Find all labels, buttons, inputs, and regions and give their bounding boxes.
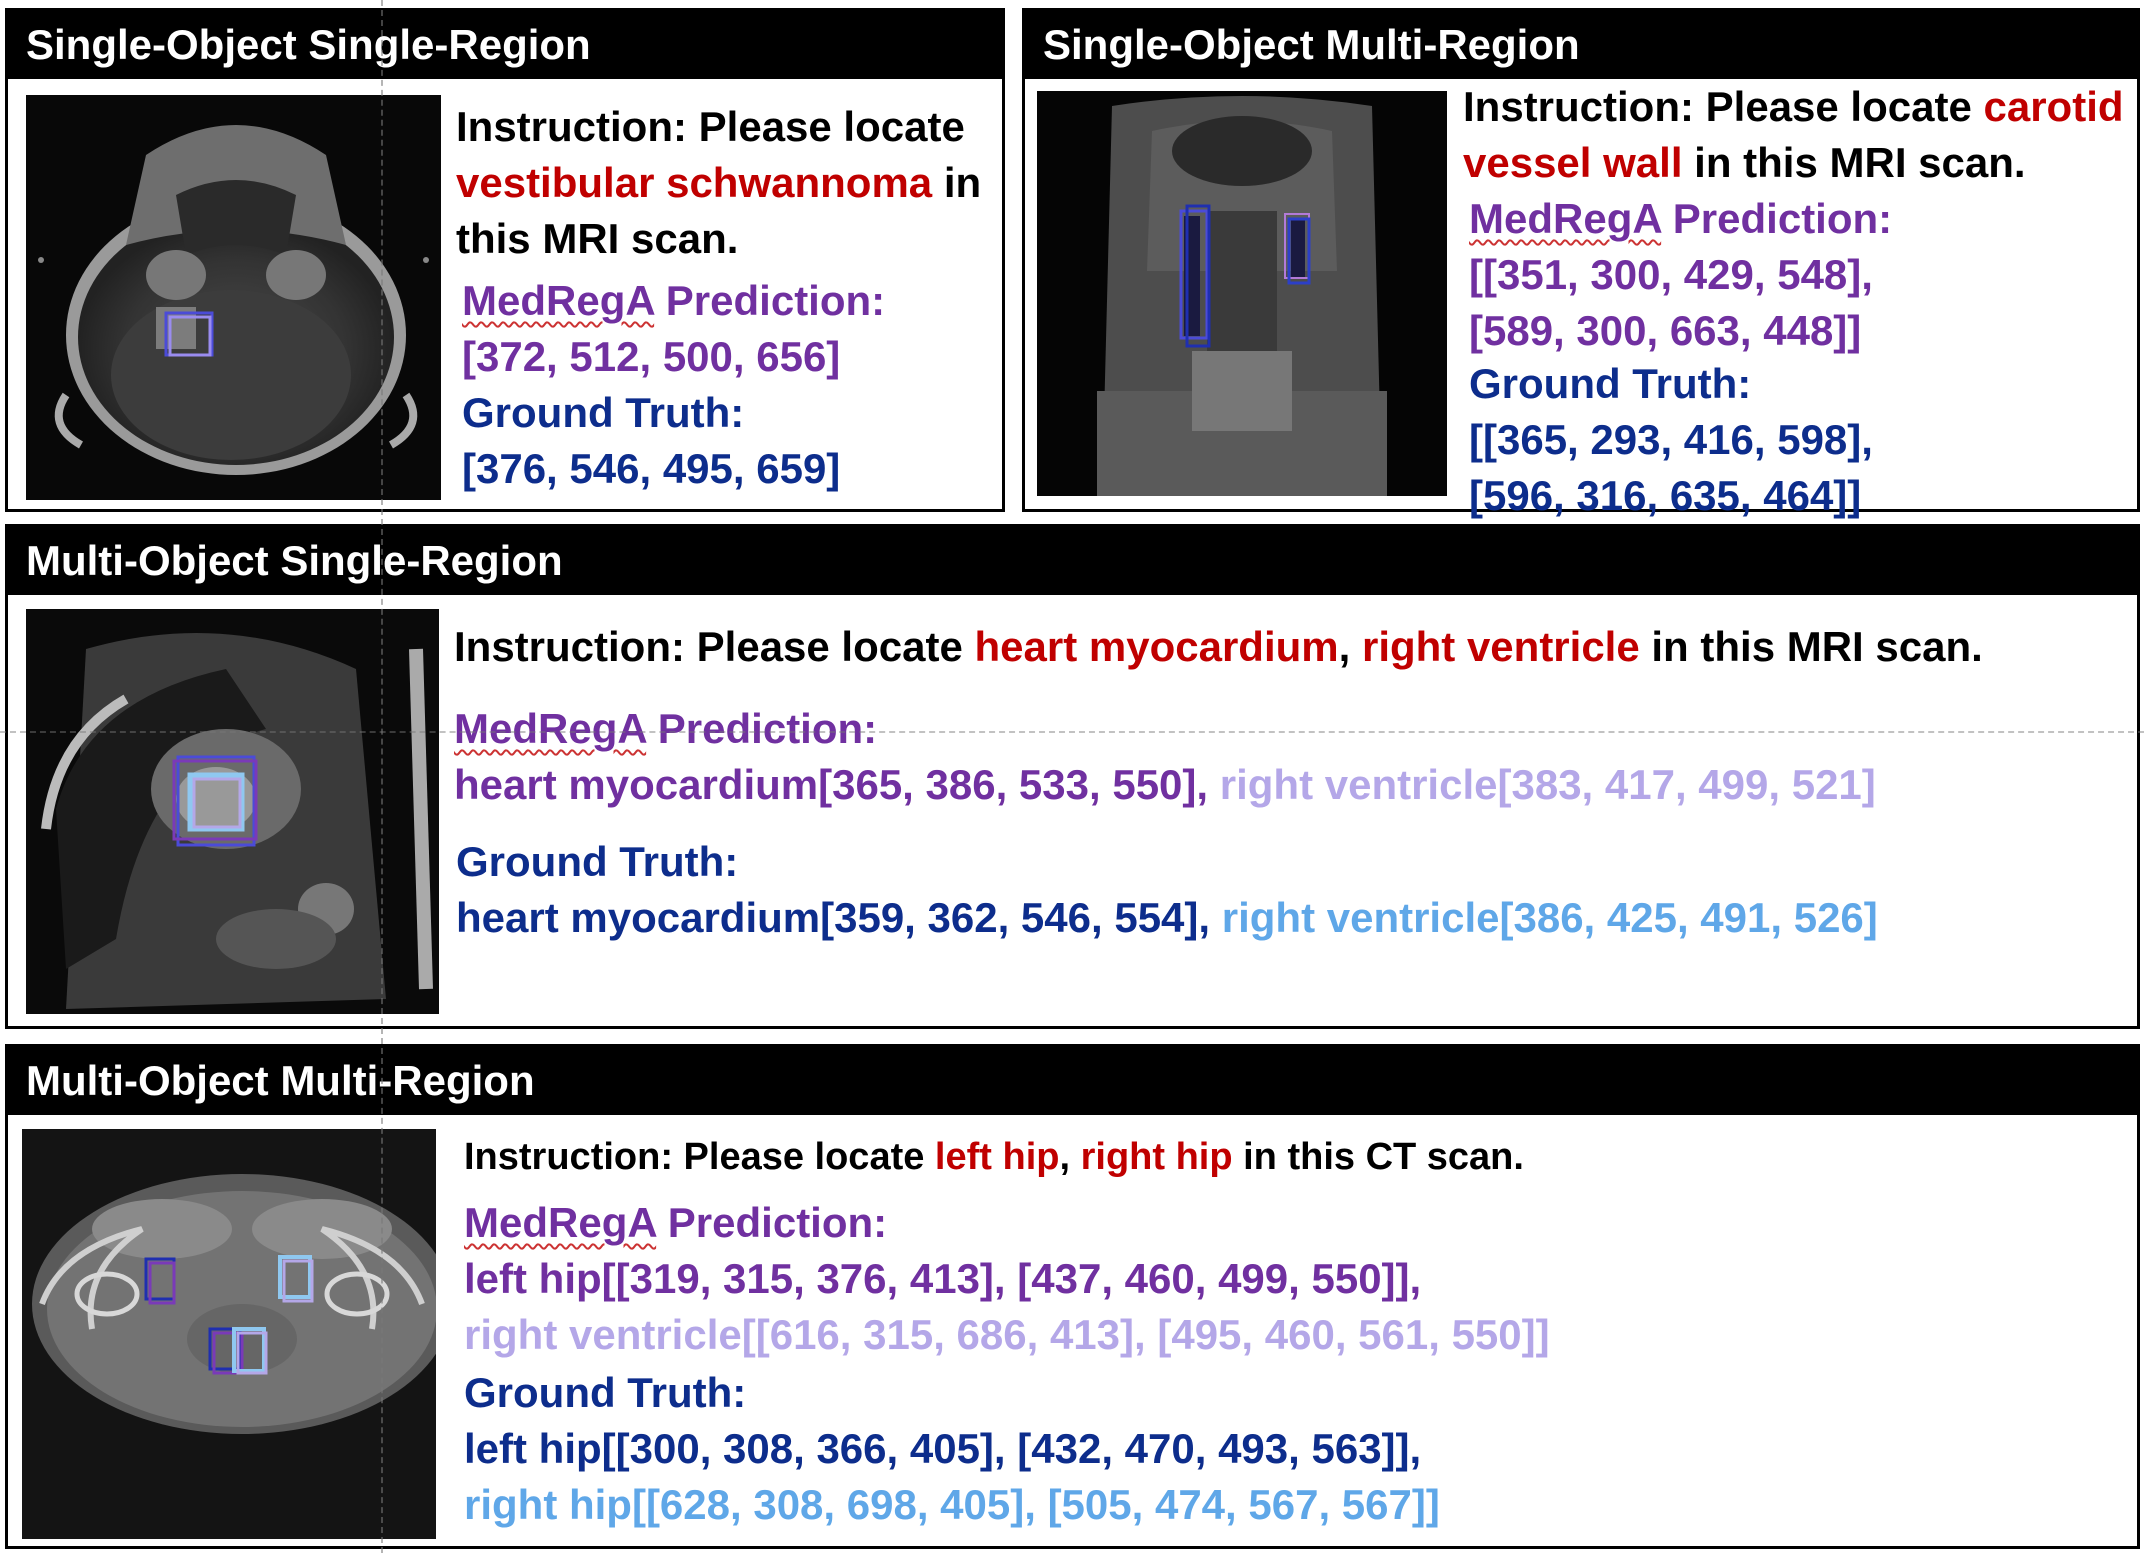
prediction-label-suffix: Prediction: [656,1199,888,1246]
instruction-text: Instruction: Please locate heart myocard… [454,619,1983,675]
text-segment: [589, 300, 663, 448]] [1469,307,1862,354]
panel-multi-object-multi-region: Multi-Object Multi-Region Instruction: P… [5,1044,2140,1549]
text-segment: right ventricle[383, 417, 499, 521] [1219,761,1876,808]
text-segment: Instruction: Please locate [454,623,975,670]
text-segment: left hip[[300, 308, 366, 405], [432, 470… [464,1425,1422,1472]
text-line: right ventricle[[616, 315, 686, 413], [4… [464,1307,1550,1363]
prediction-block: MedRegA Prediction: left hip[[319, 315, 3… [464,1195,1550,1363]
panel-multi-object-single-region: Multi-Object Single-Region Instruction: … [5,524,2140,1029]
text-line: Instruction: Please locate carotid [1463,79,2124,135]
prediction-block: MedRegA Prediction: [[351, 300, 429, 548]… [1469,191,1892,359]
prediction-label: MedRegA Prediction: [454,701,1876,757]
text-segment: [[351, 300, 429, 548], [1469,251,1873,298]
text-line: this MRI scan. [456,211,981,267]
text-line: Instruction: Please locate left hip, rig… [464,1129,1524,1185]
ground-truth-label: Ground Truth: [462,389,745,436]
text-line: [596, 316, 635, 464]] [1469,468,1873,524]
panel-title: Multi-Object Single-Region [8,527,2137,595]
ground-truth-label: Ground Truth: [1469,360,1752,407]
text-segment: in this MRI scan. [1682,139,2026,186]
model-name: MedRegA [464,1199,657,1246]
model-name: MedRegA [1469,195,1662,242]
text-segment: heart myocardium[365, 386, 533, 550], [454,761,1220,808]
text-segment: [376, 546, 495, 659] [462,445,841,492]
text-line: [372, 512, 500, 656] [462,329,885,385]
ground-truth-label: Ground Truth: [464,1369,747,1416]
guide-line-vertical [381,0,383,1553]
ground-truth-block: Ground Truth: [[365, 293, 416, 598], [596,… [1469,356,1873,524]
text-line: vessel wall in this MRI scan. [1463,135,2124,191]
text-segment: Instruction: Please locate [464,1136,935,1178]
instruction-text: Instruction: Please locate carotid vessel… [1463,79,2124,191]
instruction-text: Instruction: Please locate vestibular sc… [456,99,981,267]
text-segment: Instruction: Please locate [456,103,965,150]
prediction-label: MedRegA Prediction: [462,273,885,329]
text-line: [376, 546, 495, 659] [462,441,840,497]
cardiac-mri-icon [26,609,439,1014]
text-line: left hip[[300, 308, 366, 405], [432, 470… [464,1421,1440,1477]
text-line: heart myocardium[359, 362, 546, 554], ri… [456,890,1878,946]
text-line: Instruction: Please locate [456,99,981,155]
text-segment: left hip[[319, 315, 376, 413], [437, 460… [464,1255,1422,1302]
prediction-label: MedRegA Prediction: [464,1195,1550,1251]
text-segment: right ventricle[386, 425, 491, 526] [1221,894,1878,941]
text-line: heart myocardium[365, 386, 533, 550], ri… [454,757,1876,813]
ground-truth-label: Ground Truth: [456,838,739,885]
model-name: MedRegA [462,277,655,324]
text-segment: , [1338,623,1362,670]
ground-truth-block: Ground Truth: left hip[[300, 308, 366, 40… [464,1365,1440,1533]
neck-mri-coronal-icon [1037,91,1447,496]
panel-title: Single-Object Single-Region [8,11,1002,79]
brain-mri-axial-icon [26,95,441,500]
guide-line-horizontal [0,731,2144,733]
panel-single-object-single-region: Single-Object Single-Region [5,8,1005,512]
text-line: left hip[[319, 315, 376, 413], [437, 460… [464,1251,1550,1307]
text-line: [589, 300, 663, 448]] [1469,303,1892,359]
text-segment: heart myocardium[359, 362, 546, 554], [456,894,1222,941]
text-segment: in [932,159,982,206]
panel-title: Single-Object Multi-Region [1025,11,2137,79]
text-segment: in this MRI scan. [1639,623,1983,670]
text-segment: right ventricle[[616, 315, 686, 413], [4… [464,1311,1550,1358]
prediction-label-suffix: Prediction: [646,705,878,752]
text-segment: heart myocardium [974,623,1339,670]
text-segment: [372, 512, 500, 656] [462,333,841,380]
prediction-label-suffix: Prediction: [654,277,886,324]
text-segment: right hip[[628, 308, 698, 405], [505, 47… [464,1481,1440,1528]
prediction-label-suffix: Prediction: [1661,195,1893,242]
model-name: MedRegA [454,705,647,752]
text-segment: in this CT scan. [1232,1136,1524,1178]
text-line: [[351, 300, 429, 548], [1469,247,1892,303]
prediction-label: MedRegA Prediction: [1469,191,1892,247]
prediction-block: MedRegA Prediction: [372, 512, 500, 656] [462,273,885,385]
panel-single-object-multi-region: Single-Object Multi-Region Instruction: … [1022,8,2140,519]
text-segment: left hip [934,1136,1060,1178]
text-segment: [596, 316, 635, 464]] [1469,472,1862,519]
text-segment: carotid [1983,83,2124,130]
text-segment: Instruction: Please locate [1463,83,1984,130]
prediction-block: MedRegA Prediction: heart myocardium[365,… [454,701,1876,813]
ground-truth-block: Ground Truth: [376, 546, 495, 659] [462,385,840,497]
text-segment: right hip [1080,1136,1233,1178]
text-line: [[365, 293, 416, 598], [1469,412,1873,468]
pelvis-ct-icon [22,1129,436,1539]
text-segment: this MRI scan. [456,215,739,262]
text-line: right hip[[628, 308, 698, 405], [505, 47… [464,1477,1440,1533]
text-line: Instruction: Please locate heart myocard… [454,619,1983,675]
panel-title: Multi-Object Multi-Region [8,1047,2137,1115]
text-segment: vessel wall [1463,139,1683,186]
text-segment: right ventricle [1361,623,1640,670]
text-line: vestibular schwannoma in [456,155,981,211]
ground-truth-block: Ground Truth: heart myocardium[359, 362, … [456,834,1878,946]
text-segment: vestibular schwannoma [456,159,933,206]
instruction-text: Instruction: Please locate left hip, rig… [464,1129,1524,1185]
text-segment: , [1059,1136,1081,1178]
text-segment: [[365, 293, 416, 598], [1469,416,1873,463]
